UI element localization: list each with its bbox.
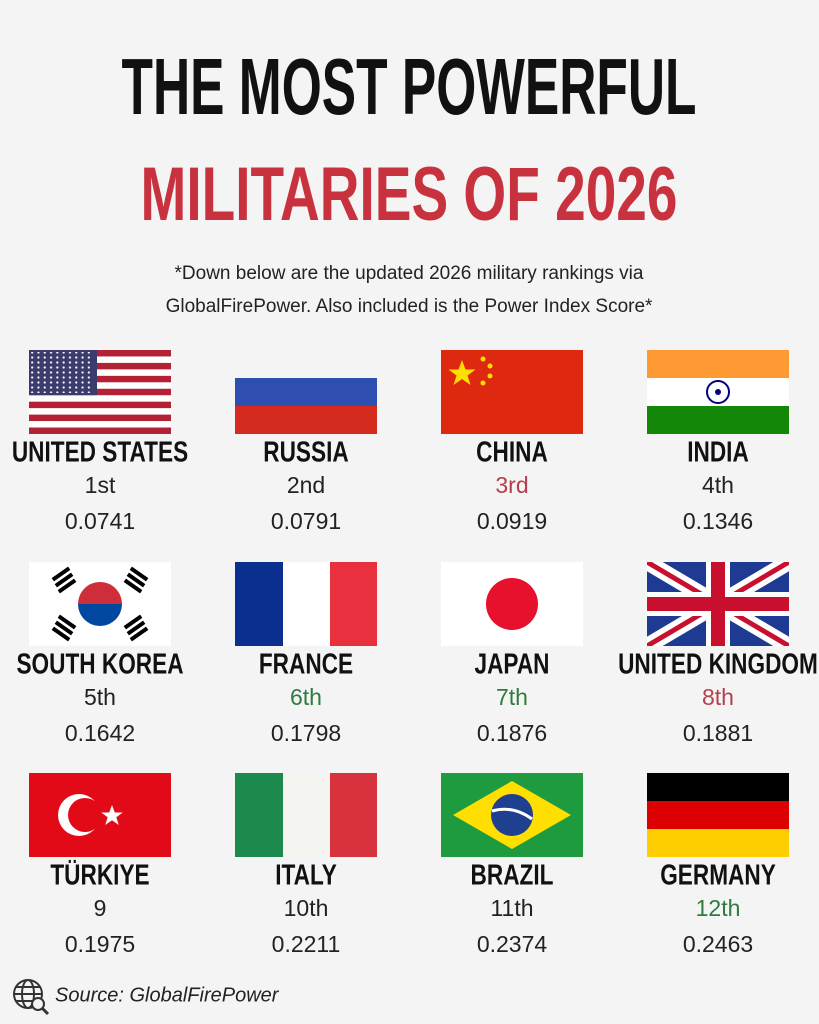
rank: 12th [696, 895, 741, 921]
flag-china [441, 350, 583, 434]
flag-france [235, 562, 377, 646]
flag-india [647, 350, 789, 434]
country-name: RUSSIA [263, 435, 349, 468]
flag-south-korea [29, 562, 171, 646]
flag-turkiye [29, 773, 171, 857]
rank: 3rd [495, 472, 528, 498]
country-name: BRAZIL [471, 858, 554, 891]
power-index-score: 0.2374 [477, 931, 548, 957]
rank: 4th [702, 472, 734, 498]
flag-us [29, 350, 171, 434]
country-name: UNITED STATES [12, 435, 188, 468]
power-index-score: 0.1876 [477, 720, 547, 746]
subtitle: GlobalFirePower. Also included is the Po… [166, 296, 653, 317]
rank: 7th [496, 684, 528, 710]
country-name: FRANCE [259, 647, 353, 680]
globe-icon [13, 979, 50, 1016]
power-index-score: 0.1642 [65, 720, 135, 746]
country-name: INDIA [687, 435, 749, 468]
source: Source: GlobalFirePower [55, 984, 280, 1006]
rank: 5th [84, 684, 116, 710]
power-index-score: 0.1881 [683, 720, 753, 746]
country-name: SOUTH KOREA [16, 647, 183, 680]
flag-russia [235, 378, 377, 434]
power-index-score: 0.1798 [271, 720, 341, 746]
country-name: GERMANY [660, 858, 776, 891]
rank: 6th [290, 684, 322, 710]
power-index-score: 0.2211 [272, 931, 341, 957]
flag-germany [647, 773, 789, 857]
rank: 11th [490, 895, 533, 921]
title: THE MOST POWERFUL [122, 42, 697, 131]
power-index-score: 0.0791 [271, 508, 341, 534]
rank: 2nd [287, 472, 325, 498]
flag-italy [235, 773, 377, 857]
subtitle: *Down below are the updated 2026 militar… [175, 263, 644, 284]
flag-uk [647, 562, 789, 646]
rank: 10th [284, 895, 329, 921]
power-index-score: 0.0741 [65, 508, 135, 534]
power-index-score: 0.2463 [683, 931, 753, 957]
rank: 9 [94, 895, 107, 921]
country-name: UNITED KINGDOM [618, 647, 818, 680]
country-name: ITALY [275, 858, 337, 891]
country-name: JAPAN [475, 647, 550, 680]
title: MILITARIES OF 2026 [141, 152, 678, 237]
rank: 1st [85, 472, 116, 498]
power-index-score: 0.1975 [65, 931, 135, 957]
country-name: CHINA [476, 435, 548, 468]
rank: 8th [702, 684, 734, 710]
flag-japan [441, 562, 583, 646]
power-index-score: 0.0919 [477, 508, 547, 534]
power-index-score: 0.1346 [683, 508, 753, 534]
flag-brazil [441, 773, 583, 857]
country-name: TÜRKIYE [50, 858, 149, 891]
